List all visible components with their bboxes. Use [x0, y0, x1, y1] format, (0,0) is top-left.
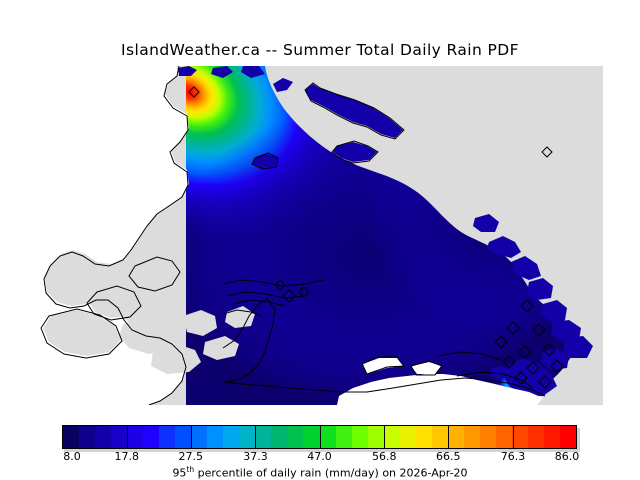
- colorbar-block-29: [527, 426, 544, 448]
- colorbar-caption: 95th percentile of daily rain (mm/day) o…: [0, 465, 640, 480]
- colorbar-block-9: [207, 426, 224, 448]
- colorbar-tick-label-8: 86.0: [554, 450, 580, 463]
- colorbar-block-13: [271, 426, 288, 448]
- colorbar-tick-1: [126, 425, 128, 449]
- colorbar-block-26: [479, 426, 496, 448]
- page-title: IslandWeather.ca -- Summer Total Daily R…: [121, 41, 519, 59]
- colorbar-block-24: [447, 426, 464, 448]
- colorbar-block-31: [559, 426, 576, 448]
- coastlines: [40, 66, 564, 405]
- colorbar-block-28: [511, 426, 528, 448]
- caption-superscript: th: [186, 465, 195, 474]
- colorbar-block-27: [495, 426, 512, 448]
- offshore-island-shapes: [177, 66, 593, 396]
- colorbar-block-12: [255, 426, 272, 448]
- colorbar-tick-3: [255, 425, 257, 449]
- colorbar-tick-6: [448, 425, 450, 449]
- colorbar[interactable]: 8.0 17.8 27.5 37.3 47.0 56.8 66.5 76.3 86.0 95th…: [0, 425, 640, 480]
- colorbar-block-14: [287, 426, 304, 448]
- colorbar-tick-2: [190, 425, 192, 449]
- colorbar-tick-label-0: 8.0: [63, 450, 81, 463]
- colorbar-block-30: [543, 426, 560, 448]
- colorbar-tick-label-5: 56.8: [371, 450, 397, 463]
- rain-pdf-map: [37, 66, 603, 405]
- colorbar-block-16: [319, 426, 336, 448]
- colorbar-block-21: [399, 426, 416, 448]
- colorbar-block-19: [367, 426, 384, 448]
- colorbar-block-25: [463, 426, 480, 448]
- colorbar-ticks: [0, 425, 640, 451]
- colorbar-tick-label-3: 37.3: [243, 450, 268, 463]
- colorbar-tick-label-2: 27.5: [178, 450, 204, 463]
- colorbar-tick-4: [319, 425, 321, 449]
- inland-gray-patches: [43, 258, 255, 374]
- colorbar-block-23: [431, 426, 448, 448]
- colorbar-tick-5: [384, 425, 386, 449]
- colorbar-block-5: [143, 426, 160, 448]
- colorbar-block-15: [303, 426, 320, 448]
- colorbar-block-0: [63, 426, 80, 448]
- colorbar-block-18: [351, 426, 368, 448]
- colorbar-block-20: [383, 426, 400, 448]
- colorbar-block-4: [127, 426, 144, 448]
- colorbar-tick-labels: 8.0 17.8 27.5 37.3 47.0 56.8 66.5 76.3 86.0: [0, 450, 640, 464]
- colorbar-block-6: [159, 426, 176, 448]
- colorbar-tick-label-7: 76.3: [500, 450, 526, 463]
- caption-prefix: 95: [172, 466, 187, 480]
- map-panel[interactable]: [37, 66, 603, 405]
- colorbar-block-11: [239, 426, 256, 448]
- colorbar-block-7: [175, 426, 192, 448]
- colorbar-tick-label-1: 17.8: [114, 450, 139, 463]
- colorbar-tick-7: [512, 425, 514, 449]
- colorbar-tick-label-4: 47.0: [307, 450, 332, 463]
- colorbar-block-8: [191, 426, 208, 448]
- colorbar-block-22: [415, 426, 432, 448]
- colorbar-block-3: [111, 426, 128, 448]
- colorbar-block-17: [335, 426, 352, 448]
- south-landmass: [337, 358, 543, 405]
- caption-suffix: percentile of daily rain (mm/day) on 202…: [194, 466, 468, 480]
- colorbar-block-10: [223, 426, 240, 448]
- colorbar-tick-label-6: 66.5: [436, 450, 461, 463]
- colorbar-block-1: [79, 426, 96, 448]
- colorbar-block-2: [95, 426, 112, 448]
